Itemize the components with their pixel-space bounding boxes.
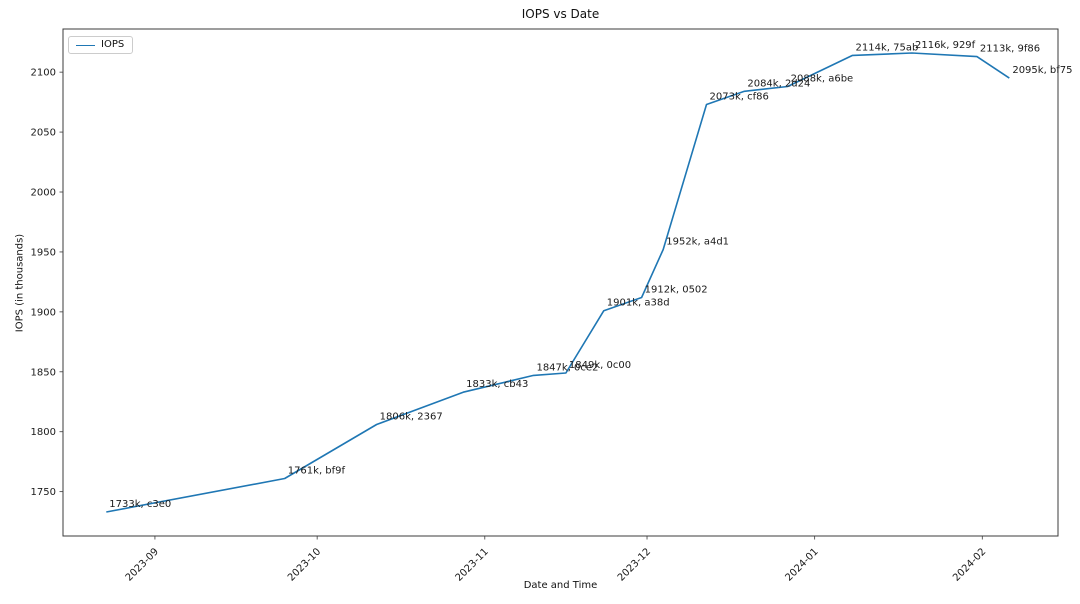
y-tick-label: 1750 bbox=[31, 487, 56, 498]
chart-title: IOPS vs Date bbox=[521, 7, 600, 21]
annotation-label: 1833k, cb43 bbox=[466, 379, 528, 390]
legend: IOPS bbox=[68, 36, 134, 54]
annotation-label: 2073k, cf86 bbox=[710, 92, 769, 103]
annotation-label: 2116k, 929f bbox=[915, 40, 976, 51]
annotation-label: 1912k, 0502 bbox=[645, 284, 708, 295]
annotation-label: 2113k, 9f86 bbox=[980, 44, 1040, 55]
x-tick-label: 2023-11 bbox=[454, 546, 491, 583]
y-tick-label: 1950 bbox=[31, 247, 56, 258]
annotation-label: 1849k, 0c00 bbox=[569, 360, 631, 371]
annotation-label: 1847k, 0ce2 bbox=[536, 362, 598, 373]
annotation-label: 1901k, a38d bbox=[607, 298, 670, 309]
plot-spines bbox=[62, 28, 1059, 537]
annotation-label: 1733k, c3e0 bbox=[109, 499, 171, 510]
annotation-label: 1952k, a4d1 bbox=[666, 237, 729, 248]
annotation-label: 1806k, 2367 bbox=[380, 412, 443, 423]
x-axis-label: Date and Time bbox=[523, 580, 598, 591]
annotation-label: 2088k, a6be bbox=[791, 74, 854, 85]
annotation-label: 2114k, 75ab bbox=[856, 42, 919, 53]
x-tick-label: 2023-09 bbox=[124, 546, 161, 583]
y-tick-label: 2050 bbox=[31, 128, 56, 139]
x-tick-label: 2023-12 bbox=[616, 546, 653, 583]
legend-label: IOPS bbox=[101, 39, 125, 50]
annotation-label: 1761k, bf9f bbox=[288, 465, 346, 476]
x-tick-label: 2024-01 bbox=[783, 546, 820, 583]
y-tick-label: 1800 bbox=[31, 427, 56, 438]
x-tick-label: 2023-10 bbox=[286, 546, 323, 583]
iops-line bbox=[106, 52, 1010, 513]
y-tick-label: 2000 bbox=[31, 188, 56, 199]
y-axis-label: IOPS (in thousands) bbox=[14, 233, 26, 333]
y-tick-label: 1850 bbox=[31, 367, 56, 378]
legend-line-sample-icon bbox=[76, 44, 95, 46]
y-tick-label: 1900 bbox=[31, 307, 56, 318]
y-tick-label: 2100 bbox=[31, 68, 56, 79]
annotation-label: 2084k, 2d24 bbox=[747, 78, 810, 89]
annotation-label: 2095k, bf75 bbox=[1012, 65, 1072, 76]
x-tick-label: 2024-02 bbox=[951, 546, 988, 583]
